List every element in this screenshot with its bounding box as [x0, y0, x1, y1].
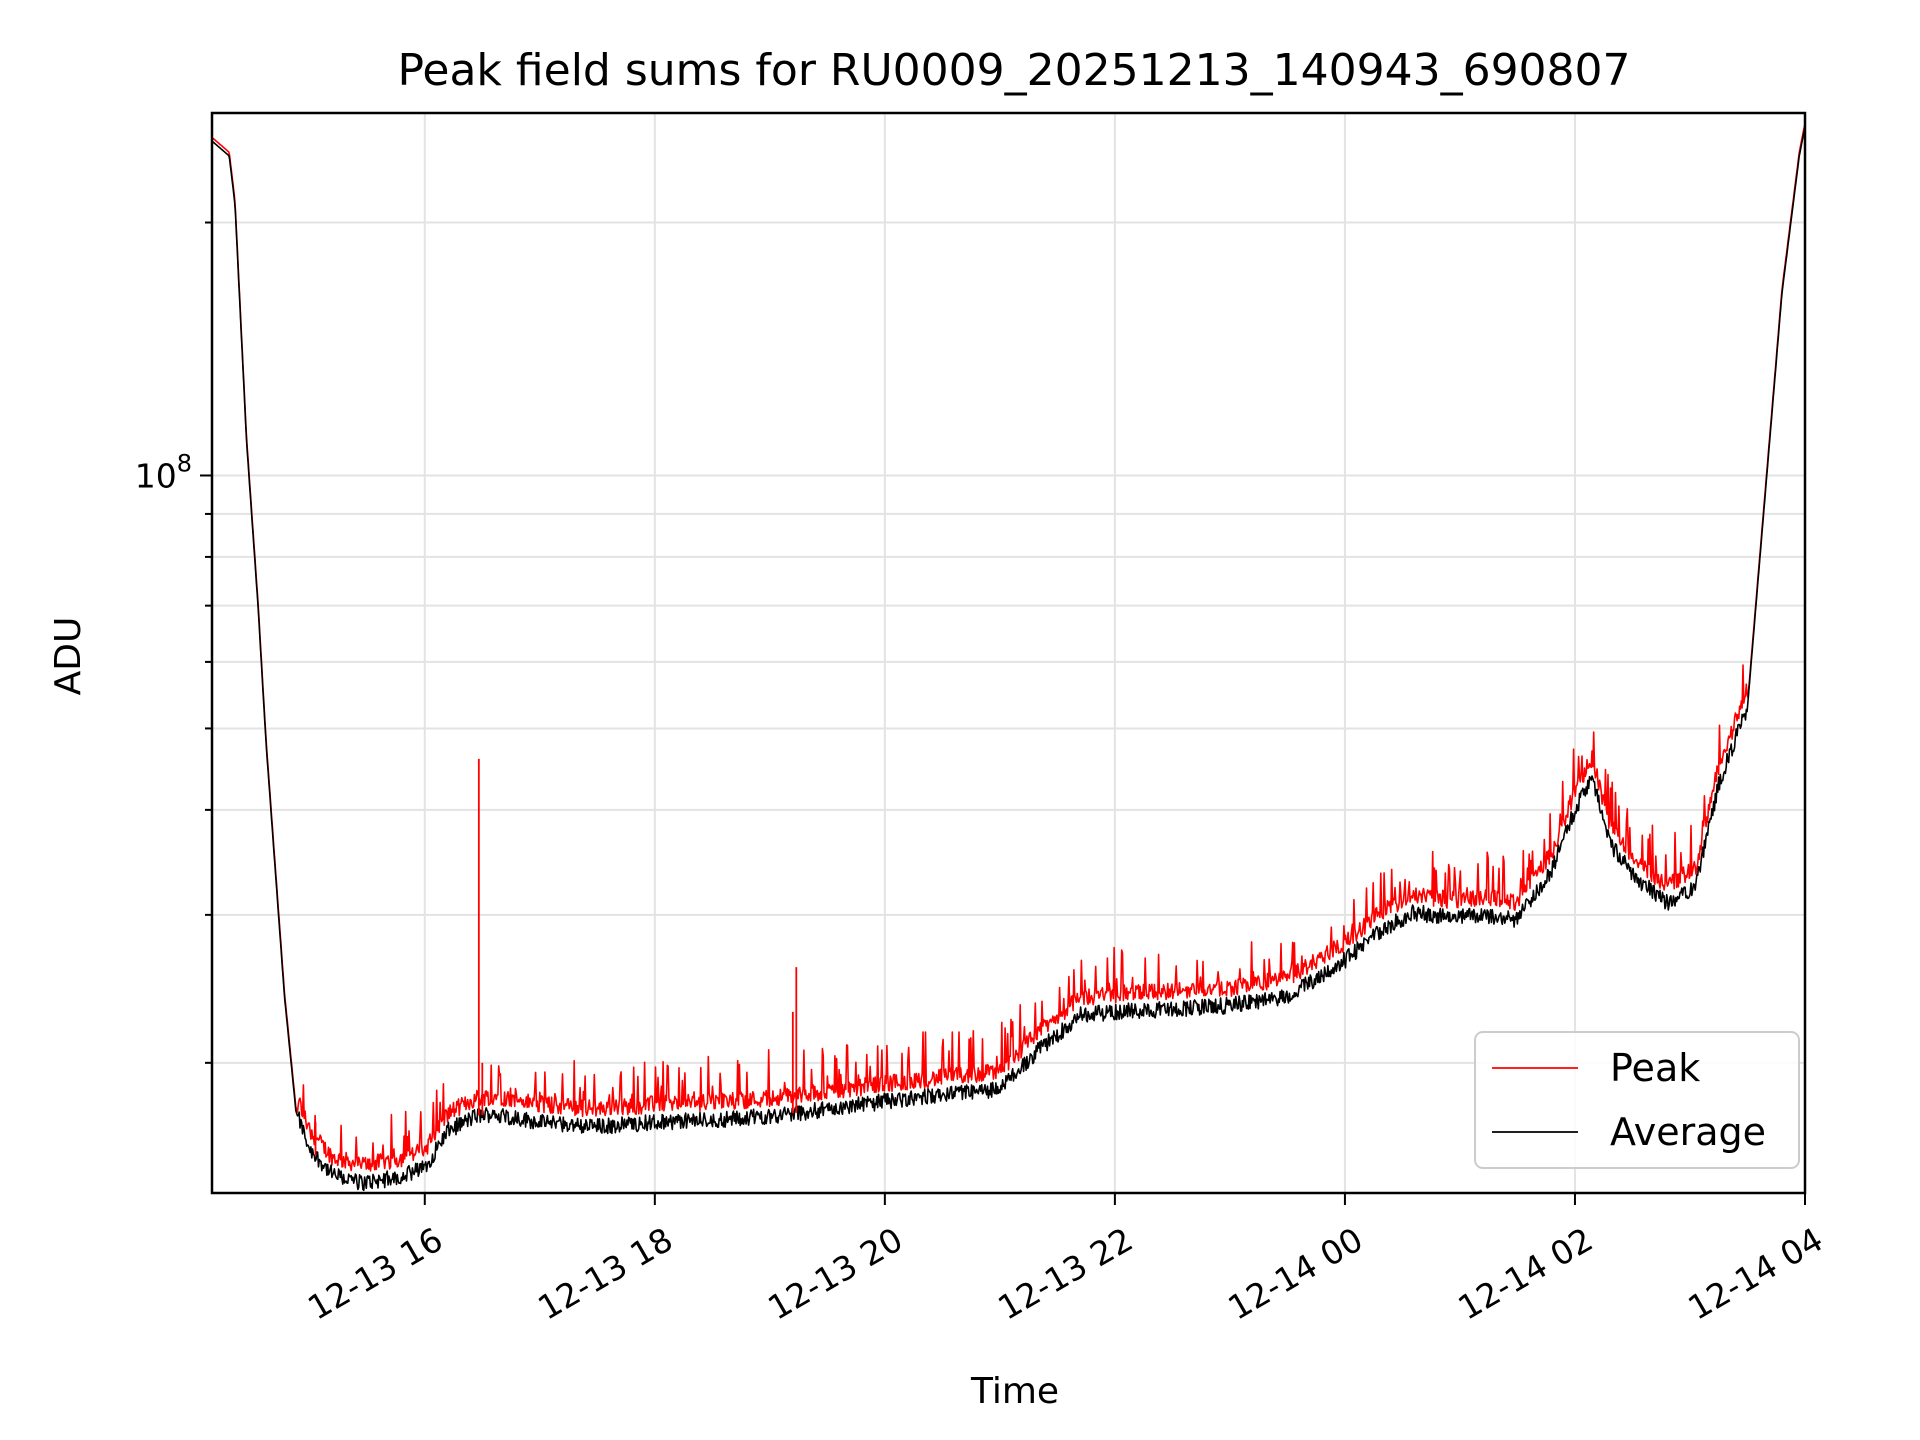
y-tick-label: 108 [135, 449, 192, 495]
legend-average-label: Average [1610, 1110, 1766, 1154]
legend-box [1474, 1031, 1800, 1169]
grid [212, 113, 1806, 1193]
legend: Peak Average [1474, 1031, 1800, 1169]
plot-frame [210, 111, 1807, 1195]
y-axis-label: ADU [48, 617, 89, 696]
legend-peak-label: Peak [1610, 1046, 1700, 1090]
chart-title: Peak field sums for RU0009_20251213_1409… [397, 45, 1630, 96]
average-series-line [212, 126, 1805, 1192]
x-axis-label: Time [970, 1371, 1059, 1412]
peak-series-line [212, 122, 1805, 1172]
peak-spikes [314, 758, 798, 1156]
